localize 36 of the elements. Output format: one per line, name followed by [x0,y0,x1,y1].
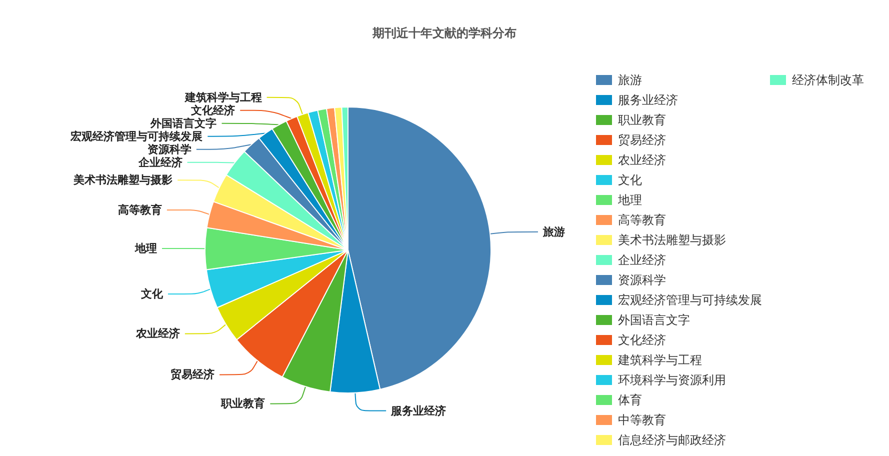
slice-label: 外国语言文字 [150,116,217,130]
chart-title: 期刊近十年文献的学科分布 [372,26,516,40]
legend-label: 经济体制改革 [792,73,864,87]
slice-label: 地理 [134,242,158,255]
legend-label: 企业经济 [618,253,666,267]
legend-label: 旅游 [618,73,642,87]
legend-label: 中等教育 [618,413,666,427]
slice-label: 服务业经济 [390,404,446,418]
slice-label: 文化 [140,287,164,300]
legend-label: 服务业经济 [618,93,678,107]
legend-label: 体育 [618,393,642,407]
slice-label: 宏观经济管理与可持续发展 [70,130,203,143]
legend-label: 农业经济 [618,153,666,167]
slice-label: 资源科学 [147,142,192,156]
legend-label: 建筑科学与工程 [617,353,702,367]
legend-label: 宏观经济管理与可持续发展 [618,293,762,307]
legend-label: 贸易经济 [618,133,666,147]
legend-label: 地理 [617,193,642,207]
slice-label: 高等教育 [118,203,162,216]
legend-label: 高等教育 [618,213,666,227]
slice-label: 美术书法雕塑与摄影 [72,174,173,187]
legend-label: 信息经济与邮政经济 [618,433,726,447]
slice-label: 文化经济 [190,104,236,117]
slice-label: 职业教育 [220,397,266,410]
slice-label: 企业经济 [137,156,182,169]
legend-label: 美术书法雕塑与摄影 [618,233,726,247]
legend-label: 环境科学与资源利用 [618,373,726,387]
legend-label: 职业教育 [618,113,666,127]
legend-label: 外国语言文字 [618,313,690,327]
legend-label: 文化 [618,173,642,187]
slice-label: 贸易经济 [170,368,215,382]
legend-label: 资源科学 [618,273,666,287]
slice-label: 建筑科学与工程 [184,90,262,104]
slice-label: 旅游 [542,225,565,238]
slice-label: 农业经济 [134,327,180,340]
legend-label: 文化经济 [618,333,666,347]
